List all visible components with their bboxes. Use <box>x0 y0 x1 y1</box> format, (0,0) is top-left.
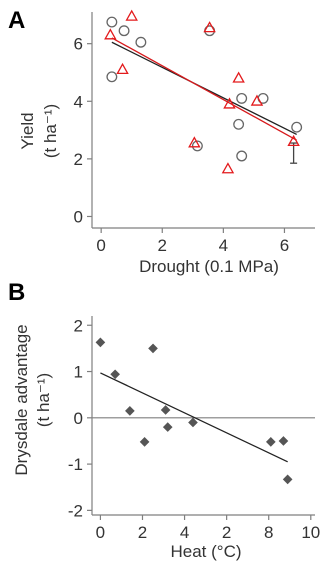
panel-a-ylabel-units: (t ha⁻¹) <box>41 104 60 158</box>
panel-a-point-circle <box>106 71 118 83</box>
panel-b-ytick-label: 1 <box>74 363 83 382</box>
panel-a-point-triangle <box>232 71 245 83</box>
panel-a-plot: 0 2 4 6 0 2 4 6 <box>74 9 315 255</box>
panel-a-xtick-label: 4 <box>219 236 228 255</box>
panel-a-ytick-label: 4 <box>74 92 83 111</box>
panel-a-point-triangle <box>223 97 236 109</box>
panel-a-point-triangle <box>250 94 264 106</box>
panel-b-xlabel: Heat (°C) <box>170 542 241 561</box>
panel-b: B -2 -1 0 1 2 0 2 4 2 8 10 Drysdale advantage (t h… <box>8 279 320 561</box>
panel-b-trend-line <box>100 372 288 463</box>
panel-b-xtick-label: 2 <box>222 523 231 542</box>
panel-a-point-triangle <box>125 9 138 21</box>
panel-b-ytick-label: -2 <box>68 501 83 520</box>
panel-b-point-diamond <box>148 343 158 354</box>
panel-a-ytick-label: 2 <box>74 150 83 169</box>
panel-b-point-diamond <box>95 337 106 348</box>
panel-b-ytick-label: 0 <box>74 409 83 428</box>
panel-b-point-diamond <box>278 436 289 446</box>
panel-a-xtick-label: 0 <box>96 236 105 255</box>
panel-b-xtick-label: 0 <box>96 523 105 542</box>
panel-b-xtick-label: 10 <box>301 523 320 542</box>
panel-b-ytick-label: 2 <box>74 316 83 335</box>
panel-b-xtick-label: 4 <box>180 523 189 542</box>
panel-b-point-diamond <box>282 474 293 485</box>
panel-b-point-diamond <box>125 406 135 416</box>
panel-b-plot: -2 -1 0 1 2 0 2 4 2 8 10 <box>68 316 320 542</box>
panel-b-ylabel: Drysdale advantage (t ha⁻¹) <box>12 324 53 475</box>
panel-b-point-diamond <box>160 405 171 415</box>
panel-b-ylabel-name: Drysdale advantage <box>12 324 31 475</box>
panel-a-xtick-label: 6 <box>280 236 289 255</box>
panel-a-ytick-label: 6 <box>74 35 83 54</box>
panel-b-ylabel-units: (t ha⁻¹) <box>34 373 53 427</box>
panel-a: A 0 2 4 6 0 2 4 6 Yield (t ha⁻¹) Drought (0.1 M… <box>8 7 315 276</box>
panel-a-letter: A <box>8 7 25 34</box>
panel-b-letter: B <box>8 279 25 306</box>
panel-a-point-triangle <box>104 28 117 40</box>
panel-b-point-diamond <box>162 422 173 432</box>
panel-a-point-circle <box>191 140 203 152</box>
panel-a-point-circle <box>291 121 303 133</box>
panel-a-point-circle <box>236 150 248 162</box>
panel-a-ytick-label: 0 <box>74 207 83 226</box>
panel-b-point-diamond <box>110 369 120 380</box>
panel-a-point-circle <box>118 25 130 37</box>
panel-a-trend-line <box>111 37 297 141</box>
panel-a-point-triangle <box>221 162 235 174</box>
panel-b-ytick-label: -1 <box>68 455 83 474</box>
panel-a-ylabel-name: Yield <box>18 112 37 149</box>
panel-a-point-triangle <box>203 21 216 33</box>
panel-b-point-diamond <box>139 437 150 447</box>
panel-a-point-triangle <box>116 62 129 75</box>
panel-b-xtick-label: 2 <box>138 523 147 542</box>
panel-a-point-triangle <box>287 134 300 147</box>
panel-a-point-circle <box>236 92 248 104</box>
panel-a-ylabel: Yield (t ha⁻¹) <box>18 104 60 158</box>
panel-a-point-triangle <box>188 136 201 148</box>
panel-b-point-diamond <box>188 417 198 428</box>
panel-a-point-circle <box>233 118 245 130</box>
panel-a-xlabel: Drought (0.1 MPa) <box>139 257 279 276</box>
panel-b-xtick-label: 8 <box>264 523 273 542</box>
panel-a-point-circle <box>106 16 118 28</box>
panel-a-xtick-label: 2 <box>158 236 167 255</box>
panel-a-point-circle <box>135 36 147 48</box>
panel-b-point-diamond <box>265 437 276 447</box>
